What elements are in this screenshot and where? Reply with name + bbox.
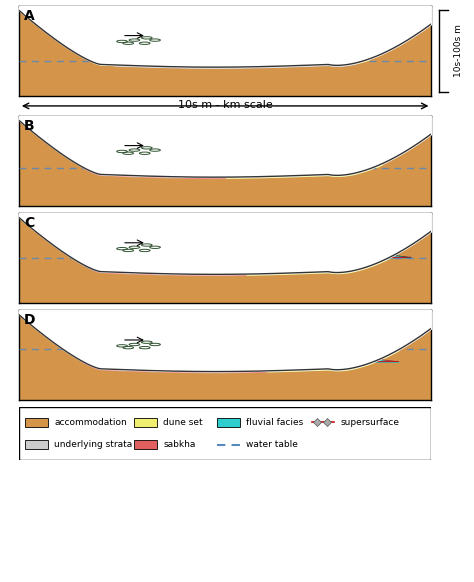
Bar xyxy=(25,441,48,449)
Bar xyxy=(217,418,239,427)
Text: water table: water table xyxy=(246,441,298,449)
Text: accommodation: accommodation xyxy=(54,418,127,427)
Text: 10s m - km scale: 10s m - km scale xyxy=(178,100,273,110)
Text: D: D xyxy=(24,313,36,327)
Text: supersurface: supersurface xyxy=(341,418,400,427)
Text: A: A xyxy=(24,9,35,23)
Text: C: C xyxy=(24,216,34,230)
Bar xyxy=(135,441,157,449)
Text: fluvial facies: fluvial facies xyxy=(246,418,303,427)
Text: dune set: dune set xyxy=(163,418,203,427)
Bar xyxy=(135,418,157,427)
Text: B: B xyxy=(24,119,35,133)
Text: 10s-100s m: 10s-100s m xyxy=(454,24,463,77)
Bar xyxy=(25,418,48,427)
Text: underlying strata: underlying strata xyxy=(54,441,132,449)
Text: sabkha: sabkha xyxy=(163,441,196,449)
